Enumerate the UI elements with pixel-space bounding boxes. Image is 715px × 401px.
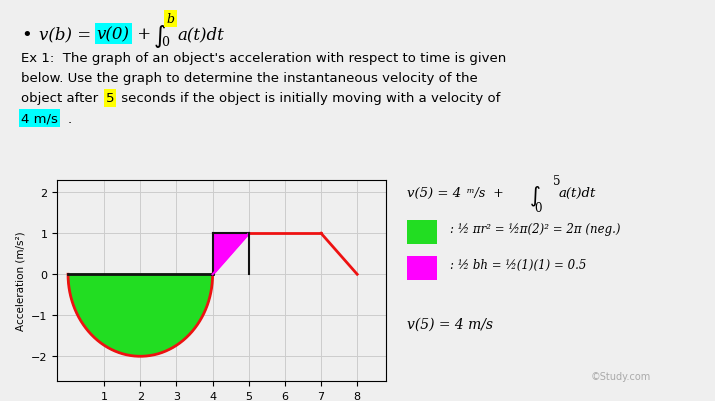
Text: .: . [68, 112, 72, 125]
Polygon shape [212, 234, 249, 275]
Text: seconds if the object is initially moving with a velocity of: seconds if the object is initially movin… [117, 92, 500, 105]
Text: : ½ bh = ½(1)(1) = 0.5: : ½ bh = ½(1)(1) = 0.5 [450, 258, 586, 271]
Bar [407, 257, 438, 281]
Text: ∫: ∫ [154, 24, 166, 48]
Text: 0: 0 [161, 36, 169, 49]
Y-axis label: Acceleration (m/s²): Acceleration (m/s²) [16, 231, 26, 330]
Text: a(t)dt: a(t)dt [177, 26, 224, 43]
Text: v(5) = 4: v(5) = 4 [407, 186, 460, 199]
Text: b: b [167, 13, 174, 26]
Text: Ex 1:  The graph of an object's acceleration with respect to time is given: Ex 1: The graph of an object's accelerat… [21, 52, 507, 65]
Text: 4 m/s: 4 m/s [21, 112, 59, 125]
Text: •: • [21, 26, 32, 44]
Text: ᵐ/s  +: ᵐ/s + [466, 186, 503, 199]
Text: below. Use the graph to determine the instantaneous velocity of the: below. Use the graph to determine the in… [21, 72, 478, 85]
Text: ©Study.com: ©Study.com [591, 371, 651, 381]
Text: v(5) = 4 m/s: v(5) = 4 m/s [407, 317, 493, 331]
Text: ∫: ∫ [530, 185, 541, 206]
Text: 5: 5 [553, 174, 560, 187]
Polygon shape [68, 275, 212, 356]
Text: +: + [132, 26, 157, 43]
Text: a(t)dt: a(t)dt [558, 186, 596, 199]
Text: v(b) =: v(b) = [39, 26, 97, 43]
Text: 5: 5 [106, 92, 114, 105]
Text: v(0): v(0) [97, 26, 129, 43]
Text: 0: 0 [534, 201, 542, 215]
Text: : ½ πr² = ½π(2)² = 2π (neg.): : ½ πr² = ½π(2)² = 2π (neg.) [450, 222, 620, 235]
Text: object after: object after [21, 92, 103, 105]
Bar [407, 221, 438, 245]
